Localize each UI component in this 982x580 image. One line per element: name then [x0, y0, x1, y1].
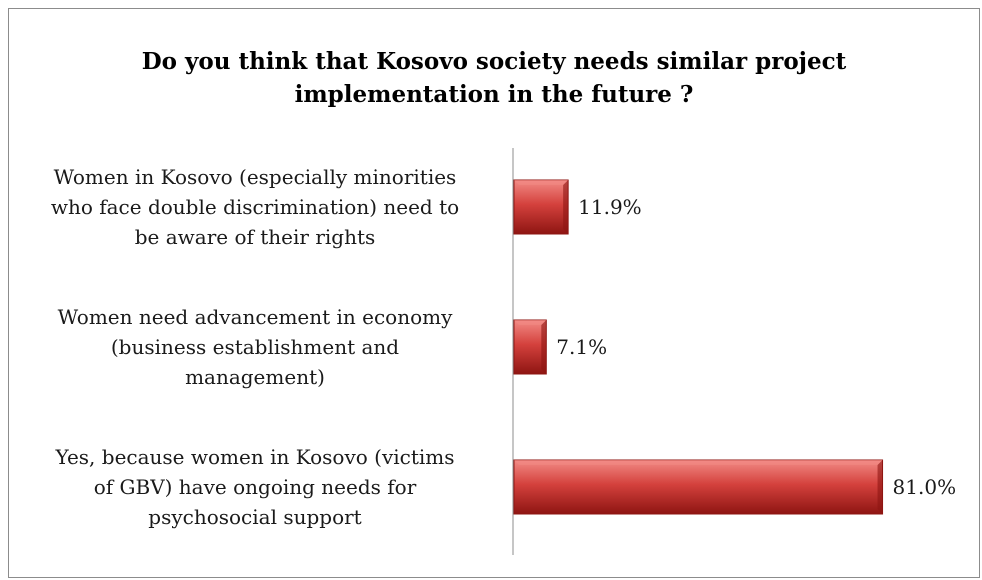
bar-bevel-2	[514, 460, 883, 465]
category-label-2: Yes, because women in Kosovo (victims of …	[54, 445, 454, 529]
data-label-2: 81.0%	[893, 475, 957, 499]
chart-title: Do you think that Kosovo society needs s…	[141, 48, 847, 108]
bar-edge-1	[541, 320, 547, 374]
category-label-1: Women need advancement in economy (busine…	[58, 305, 454, 389]
chart-frame: Do you think that Kosovo society needs s…	[8, 8, 980, 578]
bar-edge-0	[563, 180, 569, 234]
bar-edge-2	[877, 460, 883, 514]
data-label-0: 11.9%	[578, 195, 642, 219]
bar-0	[513, 179, 569, 235]
bar-2	[513, 459, 884, 515]
data-label-1: 7.1%	[556, 335, 607, 359]
category-label-0: Women in Kosovo (especially minorities wh…	[51, 165, 459, 249]
bar-bevel-1	[514, 320, 547, 325]
bar-bevel-0	[514, 180, 569, 185]
